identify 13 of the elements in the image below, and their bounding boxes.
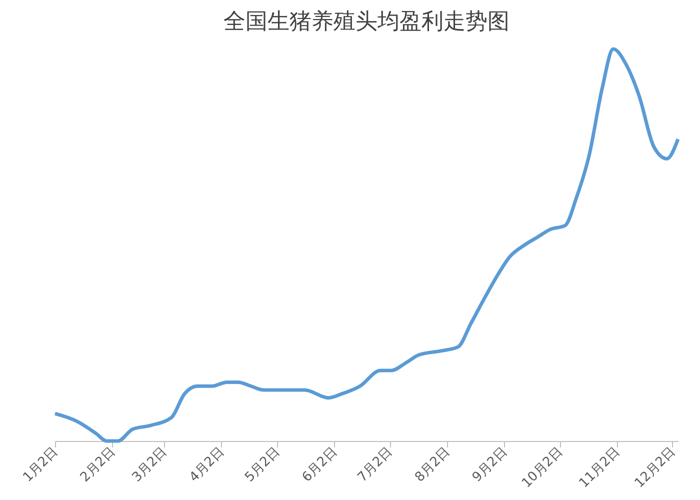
- x-tick-label: 10月2日: [519, 444, 566, 492]
- x-tick-label: 12月2日: [632, 444, 679, 492]
- x-tick-label: 1月2日: [20, 444, 62, 486]
- x-tick-label: 5月2日: [242, 444, 283, 486]
- x-tick-label: 9月2日: [470, 444, 510, 486]
- x-tick-label: 7月2日: [355, 444, 396, 486]
- x-tick-label: 6月2日: [300, 444, 340, 486]
- x-tick-label: 3月2日: [130, 444, 170, 486]
- chart-title: 全国生猪养殖头均盈利走势图: [224, 9, 510, 34]
- x-tick-label: 11月2日: [576, 444, 624, 492]
- x-tick-label: 4月2日: [186, 444, 228, 486]
- x-tick-label: 2月2日: [78, 444, 118, 486]
- x-tick-label: 8月2日: [412, 444, 454, 486]
